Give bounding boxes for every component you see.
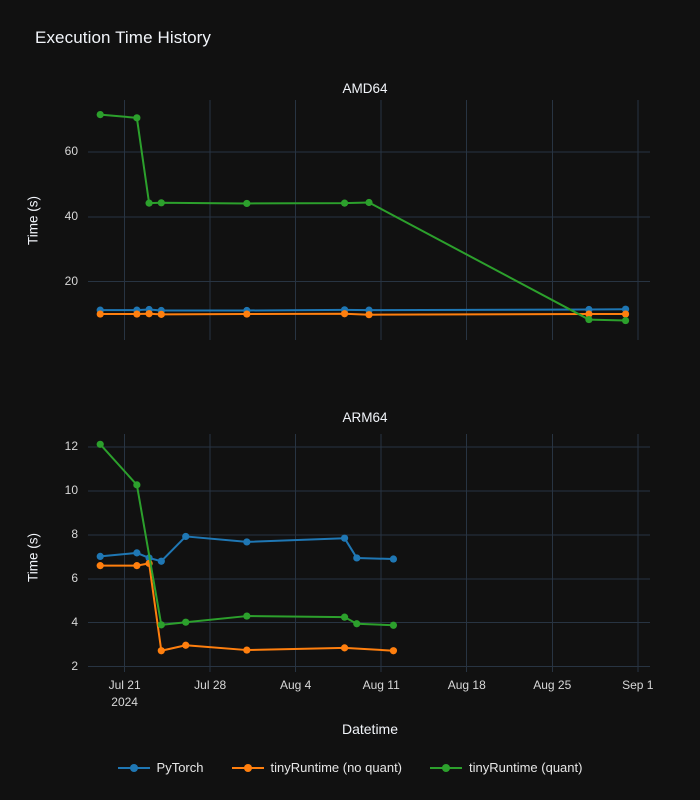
subplot-title-arm64: ARM64 bbox=[342, 410, 388, 425]
y-tick-label: 8 bbox=[71, 526, 78, 541]
subplot-title-amd64: AMD64 bbox=[342, 81, 388, 96]
x-tick-sublabel-year: 2024 bbox=[111, 695, 138, 709]
y-tick-label: 20 bbox=[64, 273, 78, 288]
page-title: Execution Time History bbox=[35, 28, 212, 47]
x-tick-label: Jul 28 bbox=[194, 678, 227, 692]
y-tick-label: 6 bbox=[71, 570, 78, 585]
y-tick-label: 2 bbox=[71, 658, 78, 673]
y-tick-label: 4 bbox=[71, 614, 78, 629]
y-tick-label: 10 bbox=[64, 483, 78, 498]
legend-marker-icon bbox=[231, 762, 264, 774]
legend-item[interactable]: tinyRuntime (no quant) bbox=[231, 760, 403, 775]
x-tick-label: Jul 21 bbox=[108, 678, 141, 692]
legend-label: tinyRuntime (no quant) bbox=[270, 760, 403, 775]
x-tick-label: Aug 4 bbox=[280, 678, 312, 692]
legend-label: tinyRuntime (quant) bbox=[469, 760, 583, 775]
legend-item[interactable]: PyTorch bbox=[117, 760, 204, 775]
y-tick-label: 12 bbox=[64, 439, 78, 454]
legend-marker-icon bbox=[430, 762, 463, 774]
y-axis-label-arm64: Time (s) bbox=[25, 533, 41, 582]
chart-legend: PyTorch tinyRuntime (no quant) tinyRuntime… bbox=[0, 760, 700, 775]
x-tick-label: Aug 25 bbox=[533, 678, 572, 692]
legend-item[interactable]: tinyRuntime (quant) bbox=[430, 760, 582, 775]
x-tick-label: Aug 18 bbox=[447, 678, 486, 692]
x-tick-label: Sep 1 bbox=[622, 678, 654, 692]
x-axis-label: Datetime bbox=[341, 721, 399, 737]
legend-label: PyTorch bbox=[156, 760, 204, 775]
x-tick-label: Aug 11 bbox=[362, 678, 400, 692]
y-tick-label: 60 bbox=[64, 143, 78, 158]
legend-marker-icon bbox=[117, 762, 150, 774]
y-tick-label: 40 bbox=[64, 208, 78, 223]
